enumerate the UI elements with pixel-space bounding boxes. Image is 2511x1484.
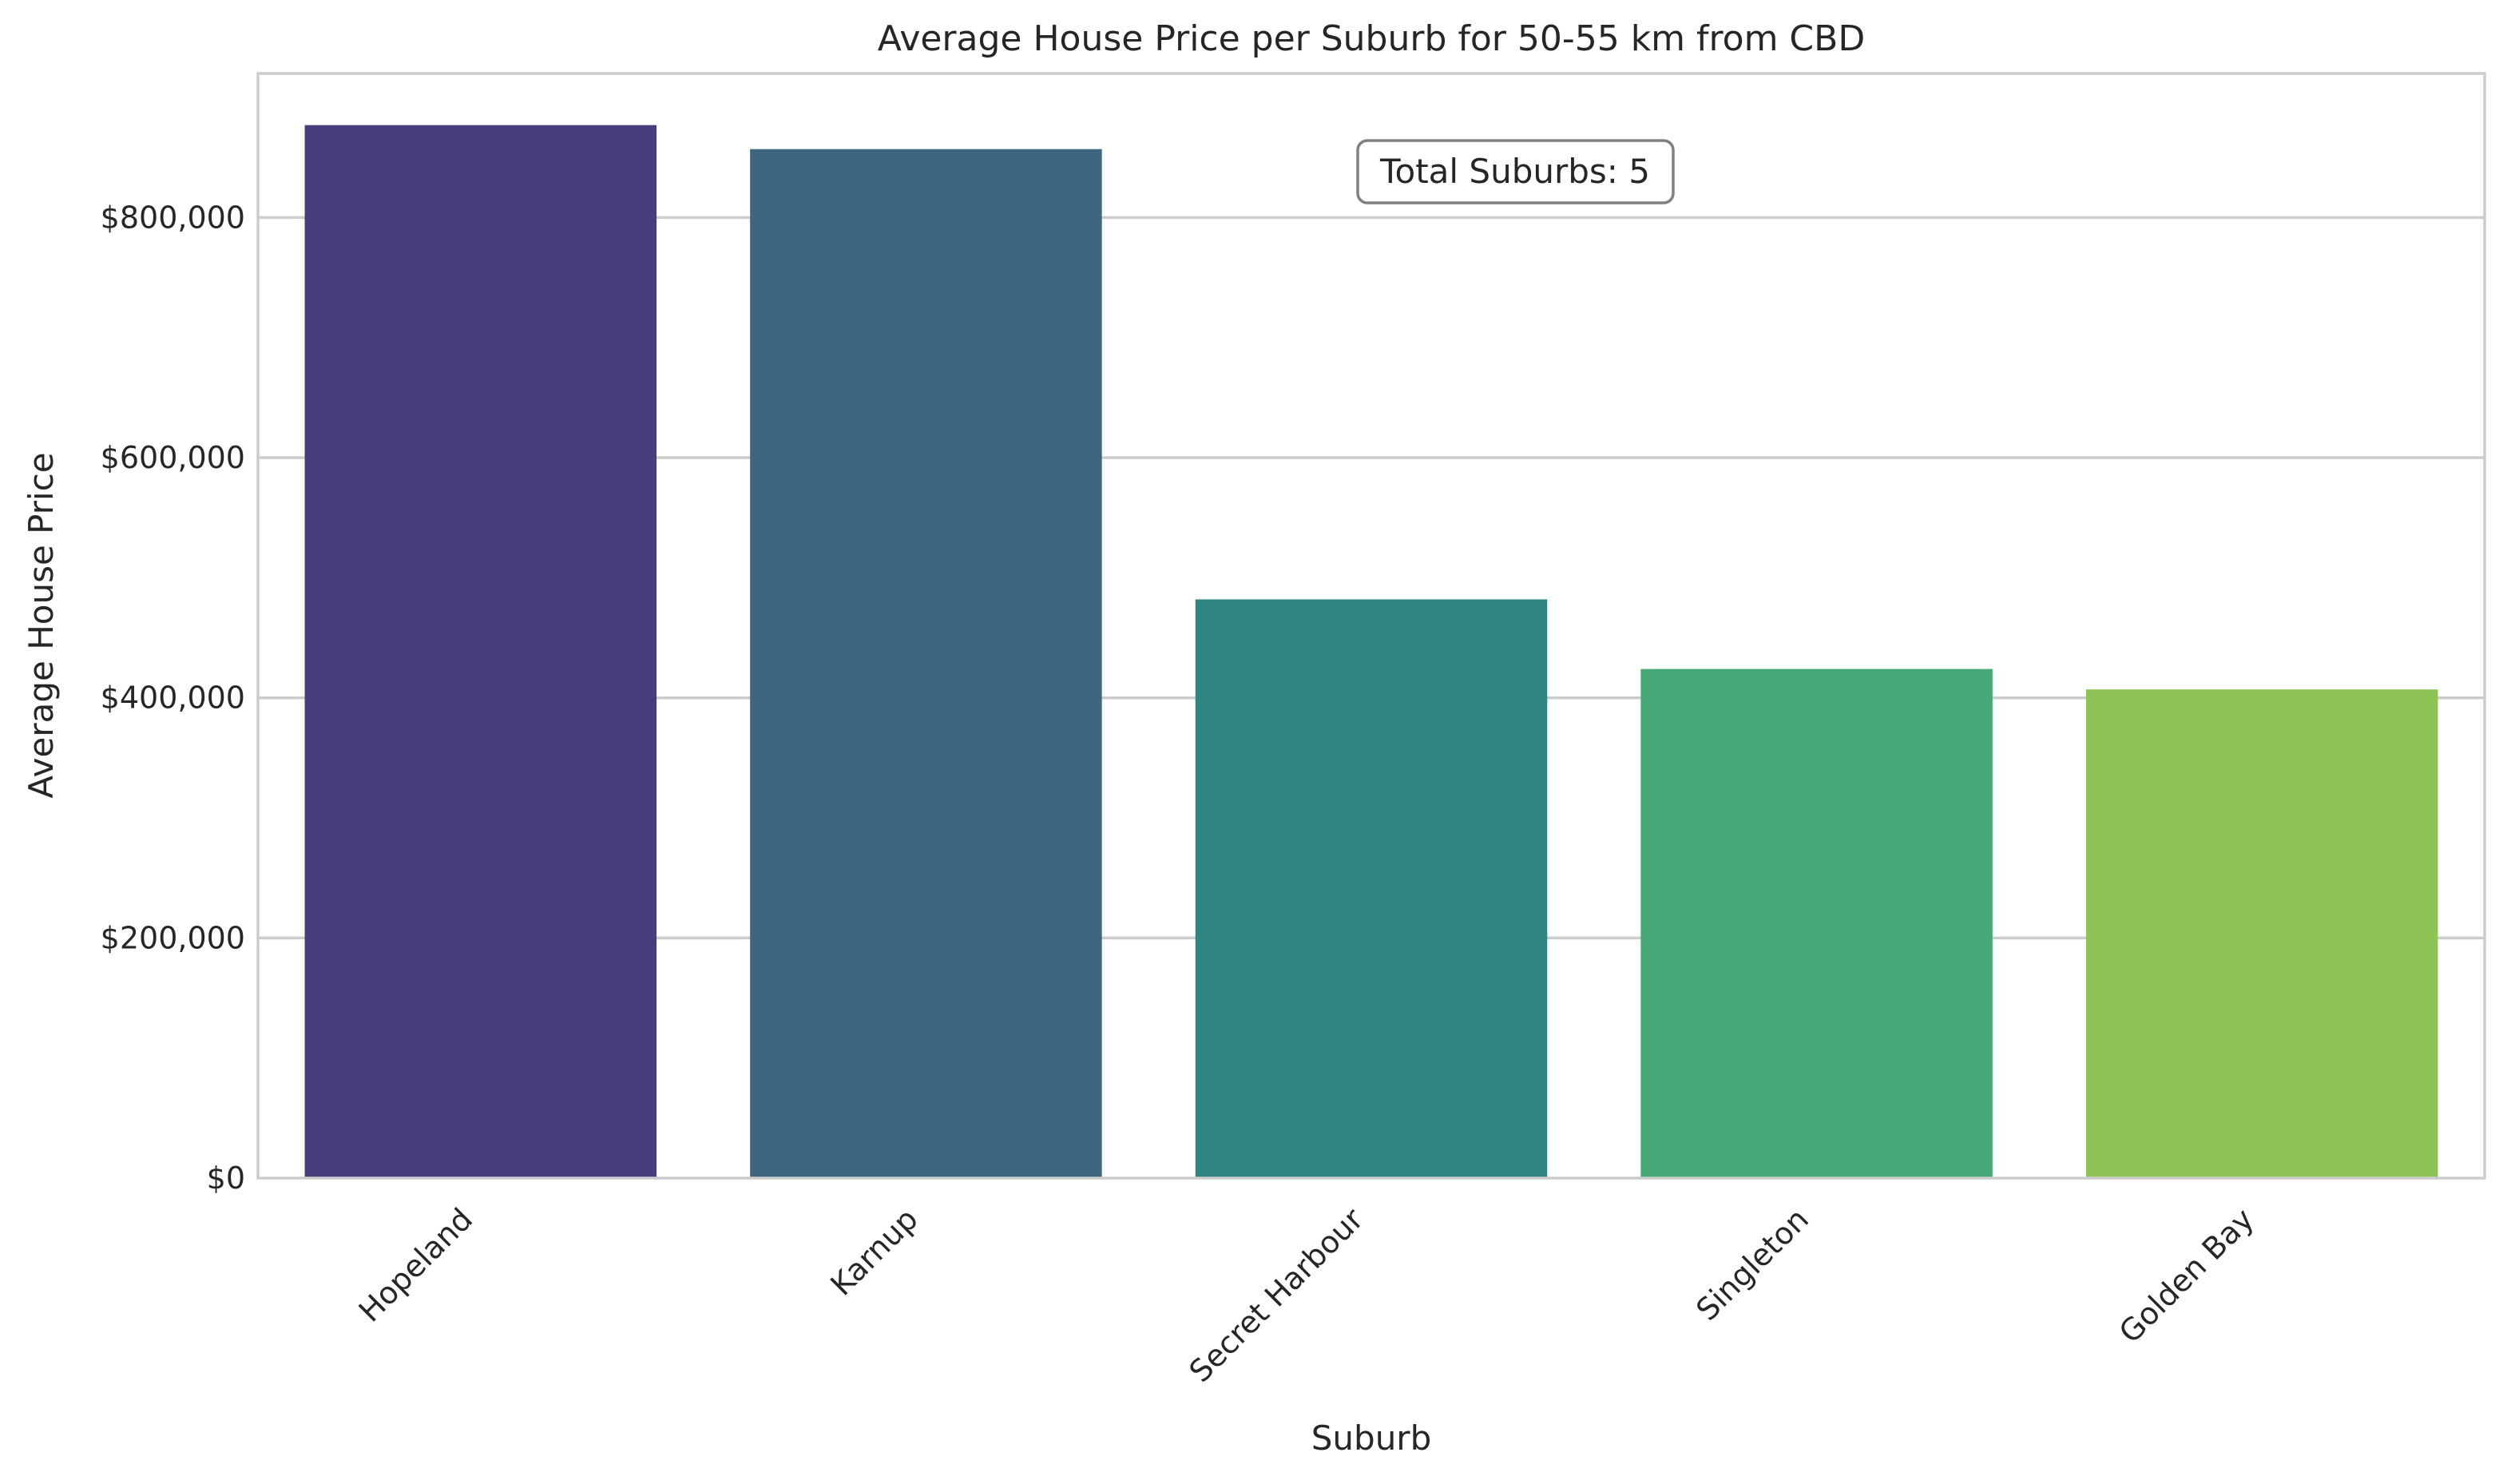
annotation-text: Total Suburbs: 5	[1379, 152, 1650, 191]
y-tick-label: $600,000	[101, 440, 245, 475]
y-axis-title: Average House Price	[22, 452, 61, 798]
bar	[1640, 669, 1993, 1178]
bar	[304, 125, 657, 1178]
y-tick-label: $0	[207, 1161, 245, 1196]
x-tick-label: Hopeland	[352, 1201, 479, 1328]
bar	[1195, 599, 1548, 1178]
chart-title: Average House Price per Suburb for 50-55…	[878, 18, 1865, 59]
y-tick-label: $400,000	[101, 680, 245, 716]
bar	[750, 149, 1102, 1178]
bars	[304, 125, 2438, 1178]
x-tick-label: Golden Bay	[2112, 1201, 2261, 1350]
bar	[2085, 689, 2438, 1178]
plot-frame	[256, 72, 2486, 1180]
x-tick-label: Singleton	[1689, 1201, 1815, 1327]
x-axis-ticks: Hopeland Karnup Secret Harbour Singleton Gol…	[352, 1201, 2261, 1389]
y-tick-label: $800,000	[101, 200, 245, 235]
y-axis-ticks: $0 $200,000 $400,000 $600,000 $800,000	[101, 200, 245, 1196]
x-tick-label: Secret Harbour	[1183, 1201, 1371, 1389]
y-tick-label: $200,000	[101, 920, 245, 955]
annotation-box: Total Suburbs: 5	[1356, 139, 1675, 204]
annotation-frame	[1356, 139, 1675, 204]
x-axis-title: Suburb	[1311, 1419, 1432, 1458]
x-tick-label: Karnup	[823, 1201, 924, 1302]
